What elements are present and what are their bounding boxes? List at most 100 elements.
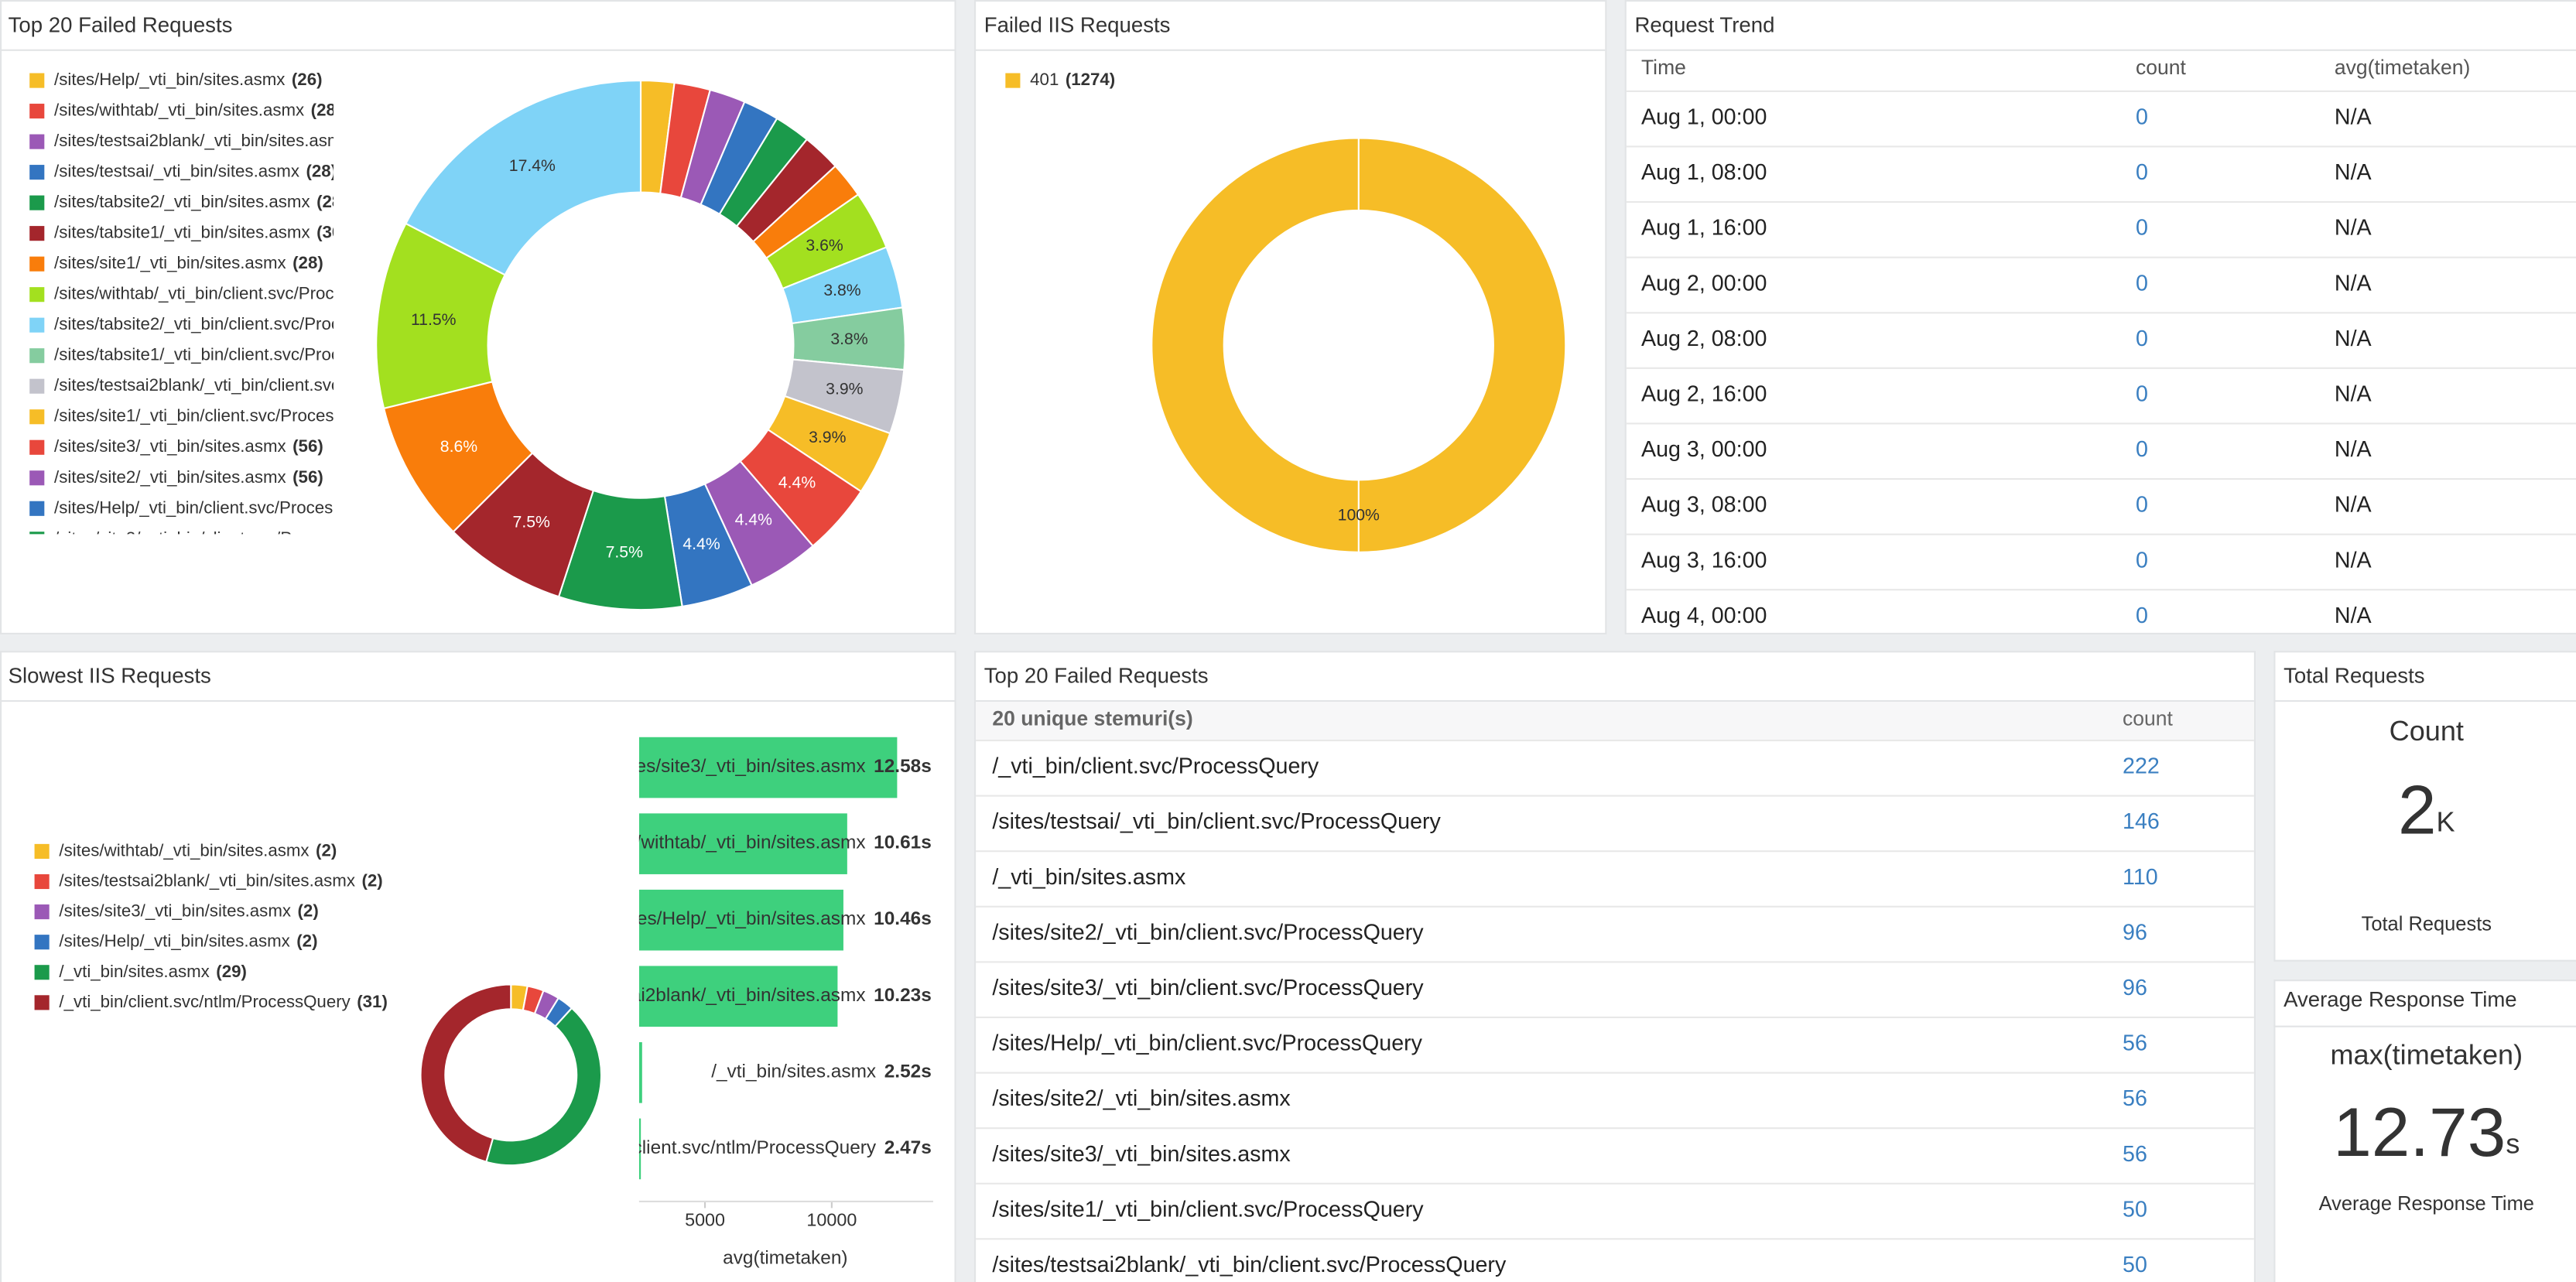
table-cell: Aug 1, 00:00 [1641,105,1767,130]
table-cell: N/A [2335,326,2372,351]
panel-title: Request Trend [1634,12,1774,36]
legend-entry: 401 (1274) [1030,70,1115,89]
table-cell: /sites/site3/_vti_bin/sites.asmx [992,1142,1291,1167]
slice-label: 17.4% [509,157,556,175]
slice-label: 4.4% [735,511,772,529]
legend-label: /sites/tabsite2/_vti_bin/sites.asmx [54,192,310,211]
legend-label: /sites/tabsite1/_vti_bin/client.svc/Proc… [54,345,414,364]
bar [638,813,847,874]
bar-category: /sites/testsai2blank/_vti_bin/sites.asmx [541,985,865,1006]
legend-swatch [34,995,50,1010]
legend-swatch [29,501,45,516]
legend-swatch [29,439,45,455]
legend-value: (2) [316,840,337,860]
legend-value: (28) [311,100,342,119]
bar-label: /sites/site3/_vti_bin/sites.asmx 12.58s [611,757,931,778]
bar-value: 10.23s [874,985,932,1006]
donut-slice [419,983,512,1164]
legend-entry: /sites/Help/_vti_bin/sites.asmx (2) [59,932,317,951]
legend-swatch [29,134,45,149]
slice-label: 7.5% [513,514,550,532]
table-cell: 0 [2136,603,2148,628]
group: /sites/Help/_vti_bin/sites.asmx (26)/site… [29,70,450,548]
legend-entry: /sites/testsai2blank/_vti_bin/sites.asmx… [59,870,382,890]
legend-swatch [29,409,45,425]
slice-label: 3.9% [826,381,863,398]
stat-number: 2 [2398,771,2437,848]
legend-swatch [29,165,45,180]
panel [2273,979,2576,1282]
panel [1624,0,2576,635]
stat-label: Count [2390,715,2464,747]
table-cell: Aug 3, 16:00 [1641,548,1767,573]
legend-entry: /sites/site3/_vti_bin/sites.asmx (56) [54,436,323,456]
table-cell: Aug 2, 08:00 [1641,326,1767,351]
legend-label: /sites/site3/_vti_bin/client.svc/Process… [54,528,390,548]
column-header: Time [1641,56,1686,79]
legend-swatch [29,317,45,333]
slice-label: 3.8% [830,330,867,348]
legend-swatch [34,904,50,920]
bar-category: /_vti_bin/client.svc/ntlm/ProcessQuery [557,1137,877,1158]
table-cell: 50 [2123,1253,2147,1277]
legend-swatch [34,873,50,890]
table-cell: 0 [2136,105,2148,130]
legend-label: /sites/site1/_vti_bin/client.svc/Process… [54,406,390,426]
table-cell: 0 [2136,493,2148,518]
panel-title: Top 20 Failed Requests [984,664,1209,688]
table-cell: 0 [2136,381,2148,406]
bar-category: /sites/site3/_vti_bin/sites.asmx [611,757,865,778]
legend-entry: /sites/Help/_vti_bin/client.svc/ProcessQ… [54,497,426,517]
legend-value: (2) [361,870,382,890]
table-cell: 56 [2123,1086,2147,1111]
legend-label: /sites/Help/_vti_bin/sites.asmx [54,70,285,89]
table-cell: N/A [2335,271,2372,296]
legend-swatch [29,226,45,241]
bar [638,1042,642,1103]
legend-value: (2) [296,932,317,951]
table-cell: Aug 1, 08:00 [1641,160,1767,185]
legend-label: /sites/tabsite2/_vti_bin/client.svc/Proc… [54,314,414,333]
legend-value: (28) [292,253,323,272]
table-cell: 0 [2136,326,2148,351]
table-cell: N/A [2335,493,2372,518]
x-axis-title: avg(timetaken) [723,1248,847,1269]
legend-value: (1274) [1066,70,1115,89]
slice-label: 11.5% [411,311,457,329]
legend-entry: /sites/withtab/_vti_bin/client.svc/Proce… [54,284,445,303]
group: /sites/site3/_vti_bin/sites.asmx 12.58s/s… [541,737,932,1180]
legend-label: /sites/testsai2blank/_vti_bin/sites.asmx [59,870,355,890]
legend-value: (28) [306,162,337,181]
bar-value: 2.52s [884,1061,932,1082]
column-header: count [2123,706,2174,730]
table-cell: /sites/testsai2blank/_vti_bin/client.svc… [992,1253,1507,1277]
slice-label: 3.8% [823,282,860,299]
legend-entry: /sites/tabsite2/_vti_bin/client.svc/Proc… [54,314,450,333]
table-cell: /sites/site3/_vti_bin/client.svc/Process… [992,976,1424,1000]
legend-entry: /_vti_bin/sites.asmx (29) [59,962,246,981]
legend-entry: /sites/site1/_vti_bin/sites.asmx (28) [54,253,323,272]
table-cell: /_vti_bin/client.svc/ProcessQuery [992,754,1319,779]
table-cell: /sites/Help/_vti_bin/client.svc/ProcessQ… [992,1031,1422,1056]
bar-category: /_vti_bin/sites.asmx [711,1061,876,1082]
legend-value: (56) [292,436,323,456]
legend-swatch [29,470,45,486]
legend-value: (2) [298,901,319,920]
column-header: avg(timetaken) [2335,56,2470,79]
table-cell: Aug 3, 00:00 [1641,437,1767,462]
donut-slice [1151,137,1567,553]
bar-value: 2.47s [884,1137,932,1158]
table-cell: Aug 2, 00:00 [1641,271,1767,296]
column-header: count [2136,56,2187,79]
legend-label: /sites/testsai2blank/_vti_bin/sites.asmx [54,131,351,150]
table-cell: N/A [2335,216,2372,241]
table-cell: N/A [2335,548,2372,573]
table-cell: Aug 4, 00:00 [1641,603,1767,628]
legend-entry: /sites/tabsite1/_vti_bin/client.svc/Proc… [54,345,450,364]
bar [638,737,898,798]
x-tick-label: 5000 [685,1210,725,1230]
panel-title: Slowest IIS Requests [9,664,211,688]
slice-label: 8.6% [440,438,477,456]
stat-unit: s [2506,1127,2520,1159]
